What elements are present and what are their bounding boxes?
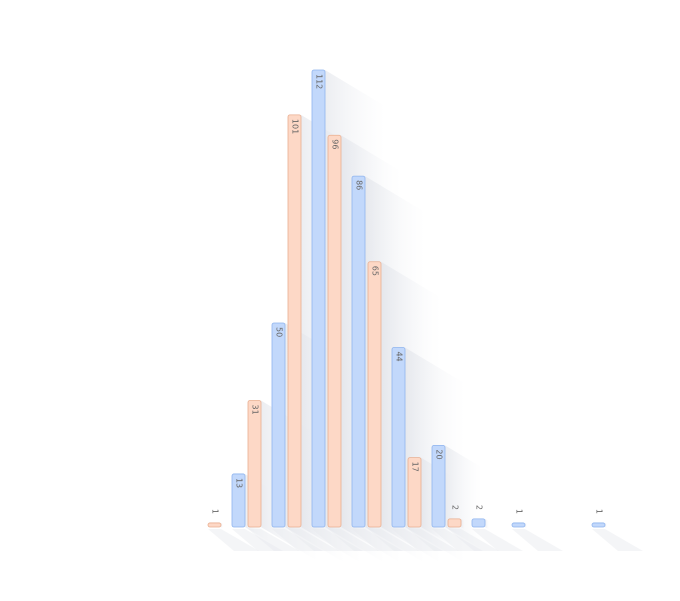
- bar-value-label: 50: [275, 327, 284, 337]
- bar-value-label: 2: [451, 505, 460, 510]
- bar-blue[interactable]: [591, 522, 606, 528]
- floor-shadow: [232, 529, 283, 551]
- bar-orange[interactable]: [367, 261, 382, 528]
- bar-shadow: [525, 522, 527, 529]
- floor-shadow: [408, 529, 459, 551]
- bar-blue[interactable]: [271, 322, 286, 528]
- bar-blue[interactable]: [231, 473, 246, 528]
- floor-shadow: [352, 529, 403, 551]
- bar-shadow: [221, 522, 223, 529]
- floor-shadow: [592, 529, 643, 551]
- floor-shadow: [392, 529, 443, 551]
- floor-shadow: [288, 529, 339, 551]
- bar-shadow: [461, 518, 465, 530]
- bars: [207, 69, 606, 528]
- floor-shadow: [448, 529, 499, 551]
- bar-orange[interactable]: [247, 400, 262, 528]
- bar-orange[interactable]: [207, 522, 222, 528]
- bar-value-label: 2: [475, 505, 484, 510]
- bar-value-label: 65: [371, 266, 380, 276]
- bar-value-label: 20: [435, 449, 444, 459]
- bar-shadow: [485, 518, 489, 530]
- bar-shadow: [605, 522, 607, 529]
- floor-shadow: [368, 529, 419, 551]
- bar-value-label: 1: [515, 509, 524, 514]
- floor-shadow: [328, 529, 379, 551]
- floor-shadow: [432, 529, 483, 551]
- bar-labels: 1 13 31 50 101 112 96 86 65 44 17 20 2 2 1 1: [211, 74, 604, 514]
- bar-value-label: 86: [355, 180, 364, 190]
- bar-blue[interactable]: [511, 522, 526, 528]
- bar-value-label: 31: [251, 405, 260, 415]
- floor-shadow: [472, 529, 523, 551]
- bar-value-label: 112: [315, 74, 324, 89]
- bar-orange[interactable]: [447, 518, 462, 528]
- bar-blue[interactable]: [351, 175, 366, 528]
- bar-value-label: 1: [595, 509, 604, 514]
- bar-blue[interactable]: [471, 518, 486, 528]
- bar-blue[interactable]: [311, 69, 326, 528]
- bar-orange[interactable]: [327, 134, 342, 528]
- floor-shadow: [208, 529, 259, 551]
- bar-orange[interactable]: [287, 114, 302, 528]
- bar-value-label: 17: [411, 462, 420, 472]
- bar-blue[interactable]: [391, 347, 406, 528]
- bar-value-label: 101: [291, 119, 300, 134]
- floor-shadow: [512, 529, 563, 551]
- floor-shadow: [248, 529, 299, 551]
- bar-value-label: 96: [331, 139, 340, 149]
- floor-shadow: [312, 529, 363, 551]
- bar-orange[interactable]: [407, 457, 422, 528]
- bar-blue[interactable]: [431, 444, 446, 528]
- floor-shadow: [272, 529, 323, 551]
- bar-value-label: 13: [235, 478, 244, 488]
- bar-value-label: 1: [211, 509, 220, 514]
- bar-value-label: 44: [395, 351, 404, 361]
